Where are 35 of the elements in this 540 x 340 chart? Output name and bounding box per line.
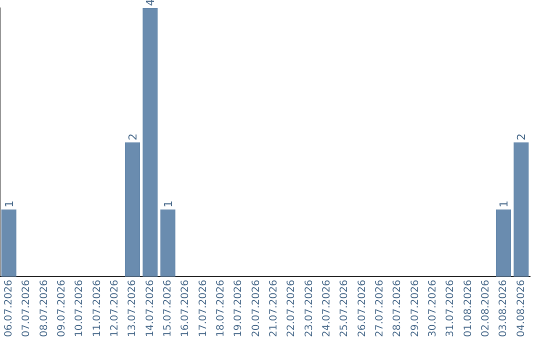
x-tick-label: 28.07.2026 [392,280,404,338]
x-tick-label: 29.07.2026 [410,280,421,338]
x-tick-label: 16.07.2026 [180,280,192,338]
data-label: 1 [2,200,16,208]
x-tick-label: 18.07.2026 [215,280,226,338]
x-tick-label: 14.07.2026 [144,280,156,338]
x-tick-label: 10.07.2026 [74,280,86,338]
x-tick-label: 06.07.2026 [3,280,14,338]
x-tick-label: 25.07.2026 [339,280,350,338]
x-tick-label: 09.07.2026 [56,280,68,338]
x-tick-label: 01.08.2026 [462,280,474,338]
x-tick-label: 17.07.2026 [198,280,209,338]
x-tick-label: 26.07.2026 [356,280,368,338]
x-tick-label: 07.07.2026 [21,280,32,338]
x-tick-label: 04.08.2026 [516,280,527,338]
data-label: 1 [162,200,175,208]
x-tick-label: 22.07.2026 [286,280,298,338]
x-tick-label: 15.07.2026 [162,280,174,338]
x-tick-label: 23.07.2026 [304,280,315,338]
x-tick-label: 12.07.2026 [109,280,120,338]
x-tick-label: 03.08.2026 [498,280,510,338]
x-tick-label: 13.07.2026 [127,280,138,338]
x-tick-label: 21.07.2026 [268,280,280,338]
x-tick-label: 31.07.2026 [445,280,456,338]
x-tick-label: 24.07.2026 [321,280,332,338]
x-tick-label: 02.08.2026 [480,280,492,338]
data-label: 2 [515,133,528,140]
x-tick-label: 20.07.2026 [250,280,262,338]
x-tick-label: 08.07.2026 [38,280,50,338]
x-tick-label: 27.07.2026 [374,280,386,338]
x-tick-label: 19.07.2026 [233,280,244,338]
data-label: 1 [498,200,510,208]
x-tick-label: 11.07.2026 [92,280,103,338]
data-label: 2 [126,133,140,140]
x-tick-label: 30.07.2026 [427,280,438,338]
